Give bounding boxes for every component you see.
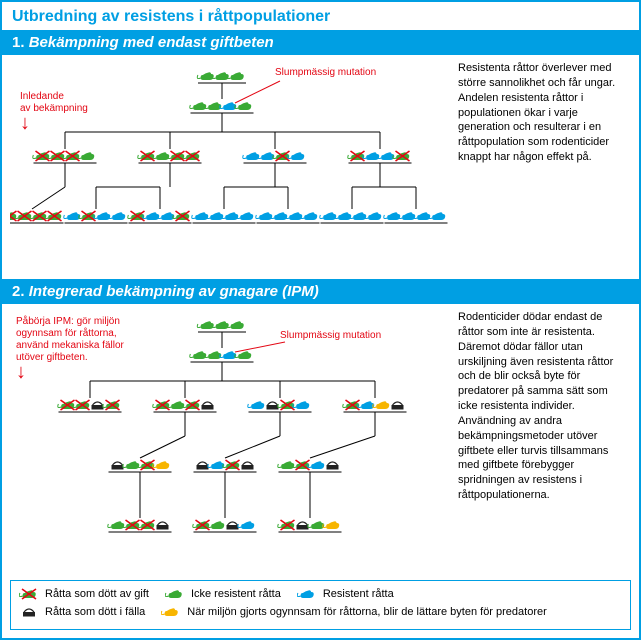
rat-green-icon [165, 587, 185, 601]
section1-diagram: Slumpmässig mutation Inledande av bekämp… [10, 61, 450, 271]
legend-dead-trap: Råtta som dött i fälla [19, 605, 145, 619]
section2-body: Påbörja IPM: gör miljön ogynnsam för råt… [2, 304, 639, 578]
section1-heading: Bekämpning med endast giftbeten [29, 34, 274, 51]
legend: Råtta som dött av gift Icke resistent rå… [10, 580, 631, 630]
legend-predator: När miljön gjorts ogynnsam för råttorna,… [161, 605, 547, 619]
section1-body: Slumpmässig mutation Inledande av bekämp… [2, 55, 639, 279]
rat-dead-poison-icon [19, 587, 39, 601]
section1-text: Resistenta råttor överlever med större s… [458, 61, 631, 271]
callout-start: Inledande av bekämpning ↓ [20, 91, 88, 131]
rat-yellow-icon [161, 605, 181, 619]
legend-dead-poison: Råtta som dött av gift [19, 587, 149, 601]
section2-text: Rodenticider dödar endast de råttor som … [458, 310, 631, 570]
infographic-frame: Utbredning av resistens i råttpopulation… [0, 0, 641, 640]
arrow-down-icon: ↓ [20, 115, 88, 131]
rat-blue-icon [297, 587, 317, 601]
main-title: Utbredning av resistens i råttpopulation… [2, 2, 639, 30]
section2-number: 2. [12, 283, 25, 300]
callout-mutation-2: Slumpmässig mutation [280, 330, 381, 342]
legend-resistant: Resistent råtta [297, 587, 394, 601]
callout-mutation-1: Slumpmässig mutation [275, 67, 376, 79]
section1-header: 1. Bekämpning med endast giftbeten [2, 30, 639, 55]
trap-icon [19, 605, 39, 619]
section1-number: 1. [12, 34, 25, 51]
arrow-down-icon: ↓ [16, 364, 146, 380]
callout-ipm: Påbörja IPM: gör miljön ogynnsam för råt… [16, 316, 146, 380]
legend-non-resistant: Icke resistent råtta [165, 587, 281, 601]
section2-header: 2. Integrerad bekämpning av gnagare (IPM… [2, 279, 639, 304]
section2-diagram: Påbörja IPM: gör miljön ogynnsam för råt… [10, 310, 450, 570]
section2-heading: Integrerad bekämpning av gnagare (IPM) [29, 283, 319, 300]
